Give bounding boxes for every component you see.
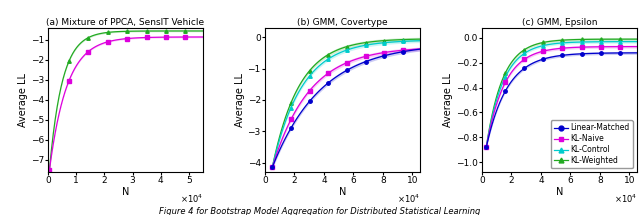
Text: $\times10^4$: $\times10^4$: [397, 192, 420, 204]
X-axis label: N: N: [339, 187, 346, 197]
X-axis label: N: N: [556, 187, 563, 197]
Title: (a) Mixture of PPCA, SensIT Vehicle: (a) Mixture of PPCA, SensIT Vehicle: [47, 18, 205, 27]
Text: Figure 4 for Bootstrap Model Aggregation for Distributed Statistical Learning: Figure 4 for Bootstrap Model Aggregation…: [159, 207, 481, 215]
Y-axis label: Average LL: Average LL: [443, 73, 453, 127]
Text: $\times10^4$: $\times10^4$: [614, 192, 637, 204]
Text: $\times10^4$: $\times10^4$: [180, 192, 203, 204]
Title: (b) GMM, Covertype: (b) GMM, Covertype: [297, 18, 388, 27]
Title: (c) GMM, Epsilon: (c) GMM, Epsilon: [522, 18, 597, 27]
X-axis label: N: N: [122, 187, 129, 197]
Y-axis label: Average LL: Average LL: [18, 73, 28, 127]
Legend: Linear-Matched, KL-Naive, KL-Control, KL-Weighted: Linear-Matched, KL-Naive, KL-Control, KL…: [551, 120, 633, 168]
Y-axis label: Average LL: Average LL: [235, 73, 244, 127]
